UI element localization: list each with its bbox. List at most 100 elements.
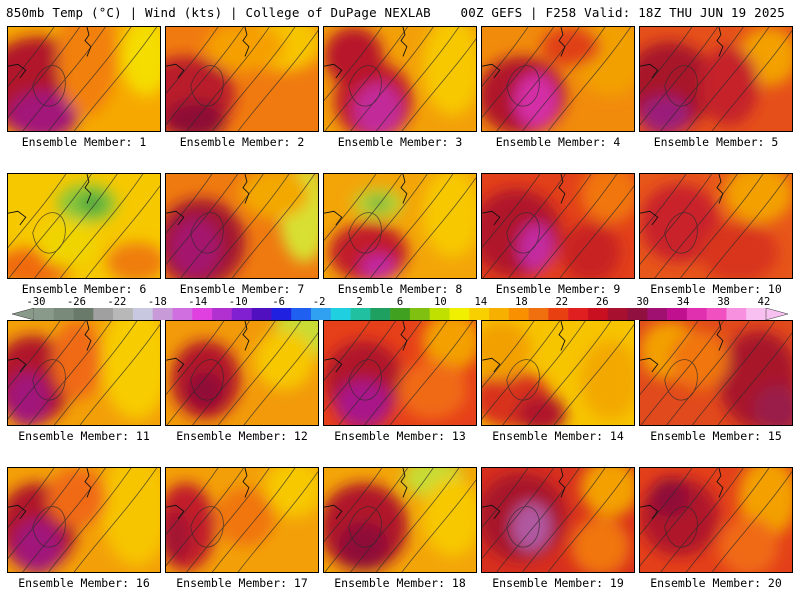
colorbar-swatch xyxy=(212,308,233,320)
ensemble-member-label: Ensemble Member: 17 xyxy=(176,576,308,590)
temperature-field xyxy=(324,174,476,278)
ensemble-member-map xyxy=(165,320,319,426)
ensemble-member-label: Ensemble Member: 5 xyxy=(653,135,779,149)
ensemble-member-label: Ensemble Member: 13 xyxy=(334,429,466,443)
colorbar-swatch xyxy=(172,308,193,320)
colorbar-swatch xyxy=(449,308,470,320)
colorbar-swatch xyxy=(34,308,55,320)
ensemble-member-map xyxy=(481,320,635,426)
colorbar-swatch xyxy=(667,308,688,320)
ensemble-member-map xyxy=(639,467,793,573)
ensemble-member-map xyxy=(7,320,161,426)
temperature-field xyxy=(482,468,634,572)
ensemble-member-map xyxy=(639,173,793,279)
colorbar-tick-label: -30 xyxy=(26,296,46,308)
ensemble-member-label: Ensemble Member: 16 xyxy=(18,576,150,590)
colorbar-swatch xyxy=(706,308,727,320)
colorbar-swatch xyxy=(370,308,391,320)
colorbar-max-arrow xyxy=(765,308,788,320)
colorbar-swatch xyxy=(568,308,589,320)
colorbar-swatch xyxy=(73,308,94,320)
colorbar-swatch xyxy=(409,308,430,320)
colorbar-swatch xyxy=(390,308,411,320)
colorbar-tick-label: -26 xyxy=(66,296,86,308)
temperature-field xyxy=(482,27,634,131)
temperature-field xyxy=(640,468,792,572)
ensemble-member-label: Ensemble Member: 6 xyxy=(21,282,147,296)
temperature-field xyxy=(324,468,476,572)
ensemble-member-map xyxy=(481,173,635,279)
temperature-field xyxy=(324,27,476,131)
colorbar-swatch xyxy=(548,308,569,320)
colorbar-swatch xyxy=(350,308,371,320)
temperature-field xyxy=(8,27,160,131)
colorbar-swatch xyxy=(231,308,252,320)
ensemble-member-map xyxy=(481,26,635,132)
temperature-field xyxy=(8,468,160,572)
colorbar-swatch xyxy=(627,308,648,320)
colorbar-swatch xyxy=(508,308,529,320)
colorbar-swatch xyxy=(152,308,173,320)
temperature-field xyxy=(166,27,318,131)
colorbar-swatch xyxy=(132,308,154,320)
temperature-field xyxy=(640,27,792,131)
colorbar-tick-label: 30 xyxy=(636,296,649,308)
run-valid-time: 00Z GEFS | F258 Valid: 18Z THU JUN 19 20… xyxy=(460,5,785,20)
colorbar-tick-label: 18 xyxy=(515,296,528,308)
temperature-field xyxy=(8,174,160,278)
colorbar-tick-label: -2 xyxy=(312,296,326,308)
ensemble-member-label: Ensemble Member: 1 xyxy=(21,135,147,149)
ensemble-member-map xyxy=(639,26,793,132)
colorbar-swatch xyxy=(587,308,609,320)
temperature-field xyxy=(640,174,792,278)
temperature-field xyxy=(166,321,318,425)
ensemble-member-map xyxy=(323,26,477,132)
temperature-field xyxy=(166,468,318,572)
temperature-field xyxy=(8,321,160,425)
colorbar-tick-label: 42 xyxy=(757,296,771,308)
colorbar-tick-label: 22 xyxy=(555,296,569,308)
colorbar-swatch xyxy=(93,308,114,320)
colorbar-swatch xyxy=(528,308,549,320)
colorbar-tick-label: -14 xyxy=(188,296,208,308)
temperature-field xyxy=(166,174,318,278)
colorbar-swatch xyxy=(291,308,312,320)
colorbar-tick-label: -10 xyxy=(228,296,248,308)
colorbar-tick-label: -18 xyxy=(147,296,167,308)
temperature-field xyxy=(482,321,634,425)
ensemble-member-label: Ensemble Member: 18 xyxy=(334,576,466,590)
colorbar-swatch xyxy=(113,308,134,320)
ensemble-member-label: Ensemble Member: 14 xyxy=(492,429,624,443)
ensemble-member-label: Ensemble Member: 20 xyxy=(650,576,782,590)
colorbar-tick-label: -22 xyxy=(107,296,127,308)
ensemble-member-label: Ensemble Member: 7 xyxy=(179,282,305,296)
colorbar-swatch xyxy=(429,308,450,320)
colorbar-min-arrow xyxy=(12,308,35,320)
map-title: 850mb Temp (°C) | Wind (kts) | College o… xyxy=(6,5,431,20)
ensemble-member-map xyxy=(323,467,477,573)
temperature-field xyxy=(482,174,634,278)
temperature-colorbar xyxy=(12,308,788,320)
colorbar-swatch xyxy=(330,308,351,320)
ensemble-member-map xyxy=(639,320,793,426)
ensemble-member-map xyxy=(165,173,319,279)
colorbar-swatch xyxy=(53,308,74,320)
colorbar-tick-label: 14 xyxy=(474,296,488,308)
ensemble-member-label: Ensemble Member: 4 xyxy=(495,135,621,149)
colorbar-tick-label: 26 xyxy=(595,296,609,308)
colorbar-swatch xyxy=(647,308,668,320)
colorbar-tick-label: 34 xyxy=(676,296,690,308)
ensemble-member-label: Ensemble Member: 2 xyxy=(179,135,305,149)
colorbar-swatch xyxy=(251,308,272,320)
ensemble-member-label: Ensemble Member: 10 xyxy=(650,282,782,296)
ensemble-member-map xyxy=(7,26,161,132)
ensemble-member-map xyxy=(165,26,319,132)
ensemble-member-label: Ensemble Member: 8 xyxy=(337,282,463,296)
ensemble-member-map xyxy=(323,173,477,279)
colorbar-swatch xyxy=(192,308,213,320)
ensemble-member-map xyxy=(323,320,477,426)
ensemble-member-label: Ensemble Member: 12 xyxy=(176,429,308,443)
colorbar-tick-label: 38 xyxy=(717,296,730,308)
ensemble-member-map xyxy=(165,467,319,573)
colorbar-swatch xyxy=(310,308,332,320)
